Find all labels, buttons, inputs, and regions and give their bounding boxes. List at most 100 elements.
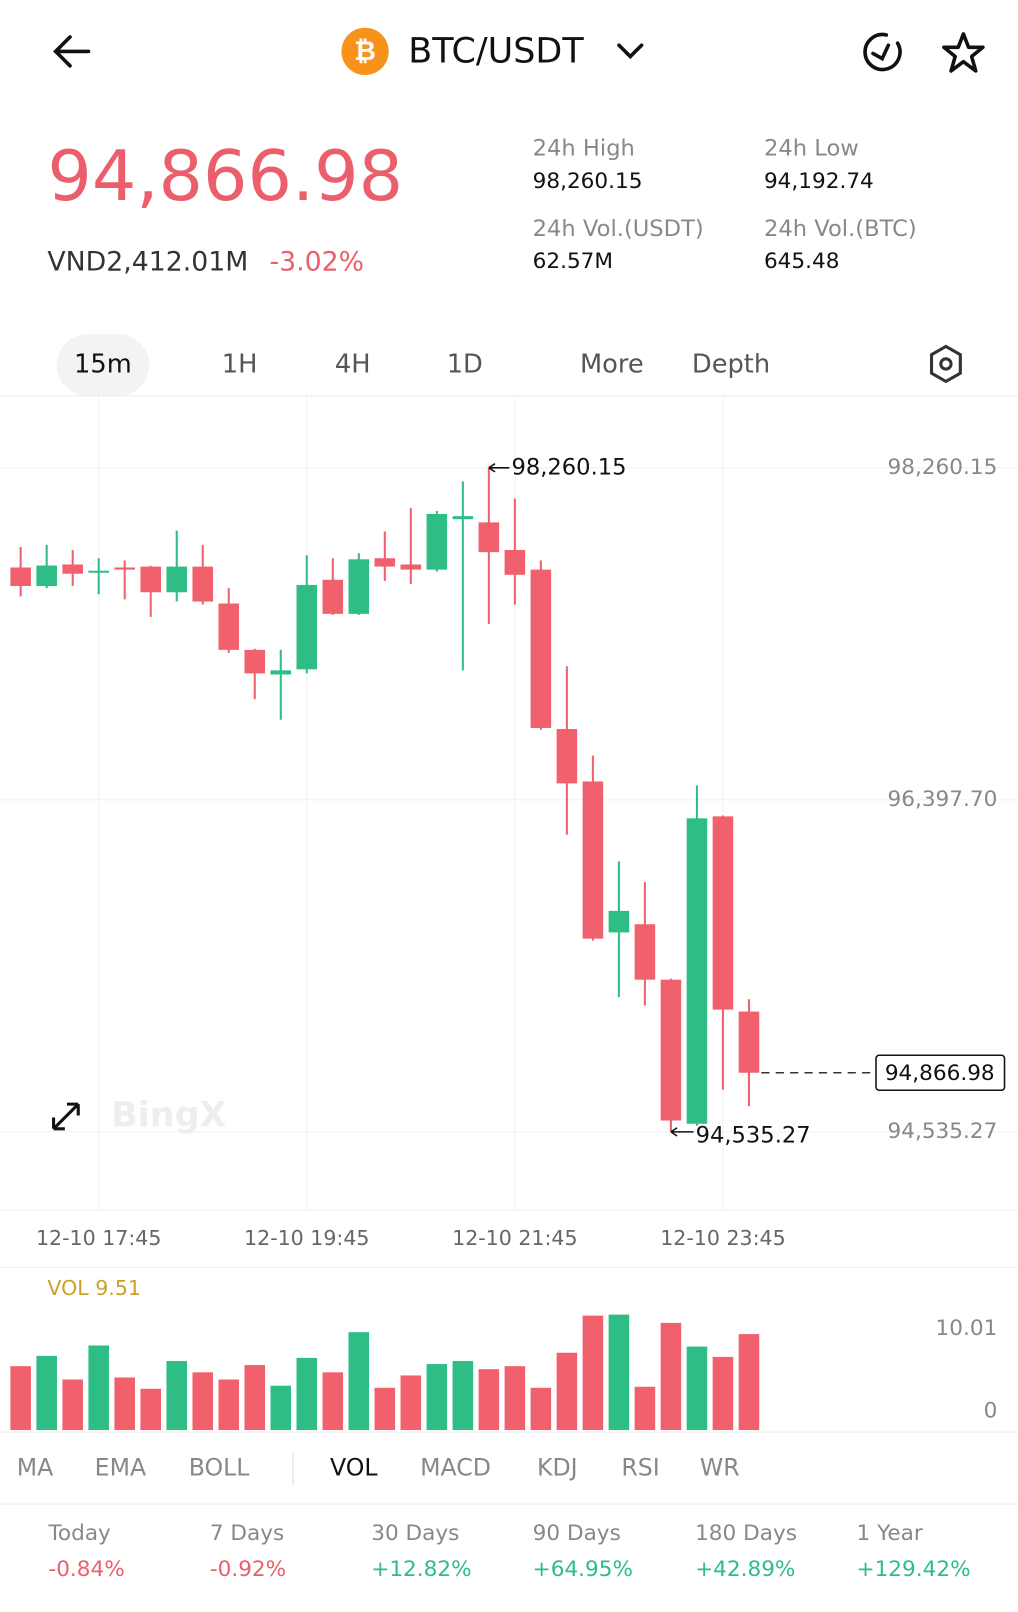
volume-bar — [36, 1355, 57, 1431]
candle-body — [478, 522, 500, 553]
volume-bar — [244, 1365, 266, 1431]
volume-bar — [660, 1322, 682, 1431]
performance-value: +12.82% — [371, 1557, 471, 1582]
volume-bar — [582, 1315, 604, 1431]
price-change: -3.02% — [269, 247, 364, 278]
candle-body — [530, 569, 552, 728]
performance-value: +64.95% — [533, 1557, 633, 1582]
volume-bar — [504, 1366, 526, 1431]
volume-bar — [270, 1385, 292, 1431]
stat-label: 24h High — [533, 136, 635, 162]
candle-body — [504, 550, 526, 575]
last-price-label: 94,866.98 — [885, 1061, 995, 1086]
favorite-button[interactable] — [942, 32, 985, 73]
volume-tick-label: 10.01 — [936, 1316, 998, 1341]
volume-bar — [426, 1364, 448, 1431]
volume-bar — [218, 1379, 240, 1431]
candle-body — [322, 579, 344, 614]
low-arrow — [670, 1127, 694, 1137]
volume-bar — [478, 1369, 500, 1431]
performance-label: 7 Days — [210, 1521, 284, 1546]
expand-button[interactable] — [52, 1102, 80, 1131]
volume-bar — [166, 1361, 188, 1431]
performance-label: 1 Year — [856, 1521, 922, 1546]
active-tab-bg — [56, 334, 150, 396]
low-annotation: 94,535.27 — [696, 1123, 811, 1149]
refresh-button[interactable] — [863, 32, 902, 72]
last-price: 94,866.98 — [47, 136, 403, 217]
candle-body — [452, 516, 474, 520]
candle-body — [582, 781, 604, 939]
performance-label: 30 Days — [371, 1521, 459, 1546]
candle-body — [192, 566, 214, 602]
volume-bar — [452, 1361, 474, 1431]
performance-label: Today — [47, 1521, 111, 1546]
timeframe-tab[interactable]: 15m — [74, 349, 132, 379]
timeframe-tab[interactable]: 1H — [222, 349, 258, 379]
candle-body — [400, 564, 422, 570]
indicator-tab[interactable]: MACD — [420, 1454, 491, 1482]
indicator-tab[interactable]: MA — [17, 1454, 54, 1482]
candle-body — [556, 729, 578, 784]
stat-value: 645.48 — [764, 249, 840, 274]
candle-body — [374, 558, 396, 567]
volume-bar — [348, 1332, 370, 1431]
indicator-tab[interactable]: RSI — [621, 1454, 659, 1482]
watermark: BingX — [111, 1095, 226, 1135]
indicator-tab[interactable]: WR — [700, 1454, 740, 1482]
volume-bar — [556, 1352, 578, 1431]
candle-body — [686, 818, 708, 1124]
volume-bar — [686, 1346, 708, 1431]
candle-body — [36, 565, 57, 587]
candle-body — [140, 566, 162, 593]
indicator-tab[interactable]: VOL — [330, 1454, 378, 1482]
stat-label: 24h Vol.(USDT) — [533, 216, 704, 242]
candle-body — [244, 649, 266, 674]
coin-icon — [341, 27, 389, 76]
timeframe-tab[interactable]: 4H — [335, 349, 371, 379]
settings-button[interactable] — [929, 344, 962, 384]
stat-value: 62.57M — [533, 249, 613, 274]
volume-bar — [634, 1386, 656, 1431]
x-tick-label: 12-10 21:45 — [452, 1226, 577, 1250]
volume-bar — [296, 1357, 318, 1431]
candle-body — [608, 910, 630, 933]
candle-body — [634, 924, 656, 980]
volume-bar — [192, 1372, 214, 1431]
volume-title: VOL 9.51 — [47, 1276, 141, 1300]
back-button[interactable] — [53, 35, 91, 68]
high-arrow — [488, 463, 510, 473]
candle-body — [10, 567, 31, 587]
high-annotation: 98,260.15 — [511, 454, 626, 480]
x-tick-label: 12-10 17:45 — [36, 1226, 161, 1250]
stat-value: 98,260.15 — [533, 169, 643, 194]
settings-dot — [939, 357, 953, 371]
volume-bar — [374, 1387, 396, 1431]
volume-bar — [140, 1388, 162, 1431]
timeframe-tab[interactable]: More — [580, 349, 644, 379]
y-tick-label: 98,260.15 — [888, 455, 998, 480]
candle-body — [296, 584, 318, 670]
indicator-tab[interactable]: BOLL — [189, 1454, 251, 1482]
indicator-tab[interactable]: KDJ — [537, 1454, 578, 1482]
pair-title[interactable]: BTC/USDT — [408, 31, 584, 71]
performance-value: -0.92% — [210, 1557, 286, 1582]
timeframe-tab[interactable]: 1D — [447, 349, 483, 379]
performance-label: 180 Days — [695, 1521, 797, 1546]
performance-label: 90 Days — [533, 1521, 621, 1546]
volume-bar — [738, 1334, 760, 1431]
y-tick-label: 94,535.27 — [888, 1119, 998, 1144]
indicator-tab[interactable]: EMA — [95, 1454, 146, 1482]
timeframe-tab[interactable]: Depth — [692, 349, 770, 379]
stat-label: 24h Vol.(BTC) — [764, 216, 917, 242]
volume-bar — [608, 1314, 630, 1431]
pair-dropdown[interactable] — [617, 43, 644, 60]
volume-bar — [400, 1375, 422, 1431]
candle-body — [88, 570, 109, 573]
candle-body — [114, 567, 135, 570]
performance-value: +42.89% — [695, 1557, 795, 1582]
y-tick-label: 96,397.70 — [888, 787, 998, 812]
performance-value: +129.42% — [856, 1557, 970, 1582]
volume-bar — [712, 1356, 734, 1431]
